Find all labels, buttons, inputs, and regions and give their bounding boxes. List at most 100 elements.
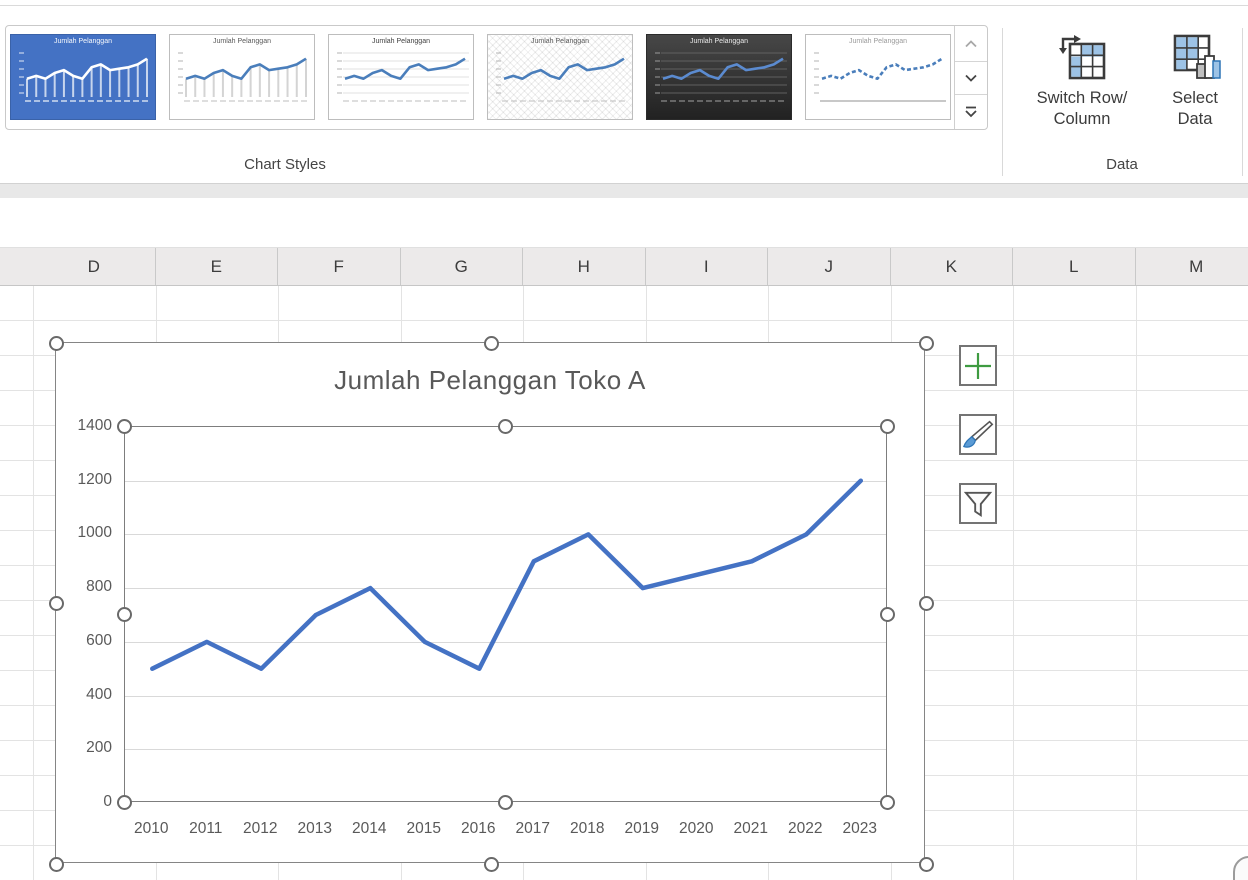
x-axis-label: 2012 <box>243 820 278 837</box>
chart-style-thumbnail-2[interactable]: Jumlah Pelanggan <box>169 34 315 120</box>
thumbnail-title: Jumlah Pelanggan <box>849 38 907 45</box>
x-axis-label: 2016 <box>461 820 496 837</box>
ribbon-bottom-strip <box>0 183 1248 199</box>
switch-row-column-label: Switch Row/ Column <box>1036 89 1128 128</box>
chart-title[interactable]: Jumlah Pelanggan Toko A <box>334 365 646 395</box>
plot-selection-handle[interactable] <box>116 418 132 434</box>
chart-selection-handle[interactable] <box>918 596 934 611</box>
y-axis-label: 1400 <box>77 417 112 434</box>
chart-selection-handle[interactable] <box>48 335 64 351</box>
chart-style-thumbnail-6[interactable]: Jumlah Pelanggan <box>805 34 951 120</box>
column-header-L[interactable]: L <box>1013 248 1136 285</box>
plot-selection-handle[interactable] <box>879 606 895 622</box>
data-group-label: Data <box>1106 156 1138 173</box>
x-axis-label: 2014 <box>352 820 387 837</box>
thumbnail-mini-chart <box>496 52 628 102</box>
ribbon-group-separator-right <box>1242 28 1243 176</box>
select-data-icon <box>1173 34 1221 79</box>
x-axis-label: 2019 <box>624 820 659 837</box>
thumbnail-mini-chart <box>337 52 469 102</box>
chart-gridline <box>125 534 886 536</box>
chart-style-thumbnail-3[interactable]: Jumlah Pelanggan <box>328 34 474 120</box>
select-data-button[interactable]: Select Data <box>1152 27 1238 137</box>
y-axis-label: 200 <box>86 739 112 757</box>
x-axis-label: 2018 <box>570 820 605 837</box>
chart-elements-button[interactable] <box>959 345 997 386</box>
chart-styles-group-label: Chart Styles <box>244 156 326 173</box>
y-axis-label: 1200 <box>77 470 112 488</box>
y-axis-label: 400 <box>86 685 112 703</box>
column-header-F[interactable]: F <box>278 248 401 285</box>
funnel-icon <box>963 491 993 517</box>
x-axis-label: 2020 <box>679 820 714 837</box>
chart-styles-gallery: Jumlah Pelanggan Jumlah Pelanggan Jumlah P… <box>5 25 988 130</box>
column-header-K[interactable]: K <box>891 248 1013 285</box>
grid-vline <box>33 285 34 880</box>
x-axis-label: 2011 <box>189 820 223 837</box>
thumbnail-title: Jumlah Pelanggan <box>372 38 430 45</box>
ribbon-top-divider <box>0 5 1248 6</box>
thumbnail-title: Jumlah Pelanggan <box>213 38 271 45</box>
bottom-right-rounded-widget <box>1233 856 1248 880</box>
ribbon: Jumlah Pelanggan Jumlah Pelanggan Jumlah P… <box>0 0 1248 183</box>
plot-selection-handle[interactable] <box>498 794 513 810</box>
select-data-label: Select Data <box>1172 89 1218 128</box>
gallery-scroll-up-button[interactable] <box>955 26 987 62</box>
chart-object[interactable]: Jumlah Pelanggan Toko A 1400 1200 1000 800 6… <box>48 335 934 872</box>
x-axis: 2010 2011 2012 2013 2014 2015 2016 2017 2018 2019… <box>124 820 887 838</box>
chart-gridline <box>125 588 886 590</box>
chart-selection-handle[interactable] <box>483 856 499 872</box>
y-axis-label: 1000 <box>77 524 112 542</box>
chevron-down-icon <box>965 74 977 82</box>
gallery-scroll-column <box>954 26 987 129</box>
x-axis-label: 2013 <box>297 820 332 837</box>
chart-selection-handle[interactable] <box>48 596 64 611</box>
formula-bar-area <box>0 198 1248 248</box>
x-axis-label: 2017 <box>515 820 550 837</box>
x-axis-label: 2021 <box>733 820 768 837</box>
plot-selection-handle[interactable] <box>116 606 132 622</box>
chart-selection-handle[interactable] <box>48 856 64 872</box>
grid-hline <box>0 320 1248 321</box>
gallery-more-styles-button[interactable] <box>955 95 987 129</box>
plot-selection-handle[interactable] <box>116 794 132 810</box>
thumbnail-title: Jumlah Pelanggan <box>531 38 589 45</box>
y-axis-label: 0 <box>103 793 112 810</box>
column-header-E[interactable]: E <box>156 248 278 285</box>
line-series-svg[interactable] <box>125 427 888 803</box>
chart-style-thumbnail-4[interactable]: Jumlah Pelanggan <box>487 34 633 120</box>
column-header-G[interactable]: G <box>401 248 523 285</box>
chart-selection-handle[interactable] <box>918 335 934 351</box>
chart-styles-button[interactable] <box>959 414 997 455</box>
plus-icon <box>965 352 991 379</box>
plot-selection-handle[interactable] <box>498 418 513 434</box>
more-styles-icon <box>965 106 977 118</box>
column-header-J[interactable]: J <box>768 248 891 285</box>
column-header-M[interactable]: M <box>1136 248 1248 285</box>
plot-selection-handle[interactable] <box>879 418 895 434</box>
thumbnail-mini-chart <box>814 52 946 102</box>
y-axis-label: 800 <box>86 578 112 596</box>
chart-style-thumbnail-5[interactable]: Jumlah Pelanggan <box>646 34 792 120</box>
thumbnail-title: Jumlah Pelanggan <box>54 38 112 45</box>
x-axis-label: 2022 <box>788 820 823 837</box>
chart-filters-button[interactable] <box>959 483 997 524</box>
plot-selection-handle[interactable] <box>879 794 895 810</box>
chart-style-thumbnail-1[interactable]: Jumlah Pelanggan <box>10 34 156 120</box>
chart-selection-handle[interactable] <box>918 856 934 872</box>
switch-row-column-button[interactable]: Switch Row/ Column <box>1014 27 1150 137</box>
thumbnail-title: Jumlah Pelanggan <box>690 38 748 45</box>
thumbnail-mini-chart <box>19 52 151 102</box>
x-axis-label: 2023 <box>842 820 877 837</box>
chart-selection-handle[interactable] <box>483 335 499 351</box>
column-header-I[interactable]: I <box>646 248 768 285</box>
chevron-up-icon <box>965 39 977 47</box>
thumbnail-mini-chart <box>655 52 787 102</box>
plot-area[interactable] <box>124 426 887 802</box>
gallery-scroll-down-button[interactable] <box>955 62 987 95</box>
column-header-D[interactable]: D <box>33 248 156 285</box>
column-header-H[interactable]: H <box>523 248 646 285</box>
chart-gridline <box>125 480 886 482</box>
